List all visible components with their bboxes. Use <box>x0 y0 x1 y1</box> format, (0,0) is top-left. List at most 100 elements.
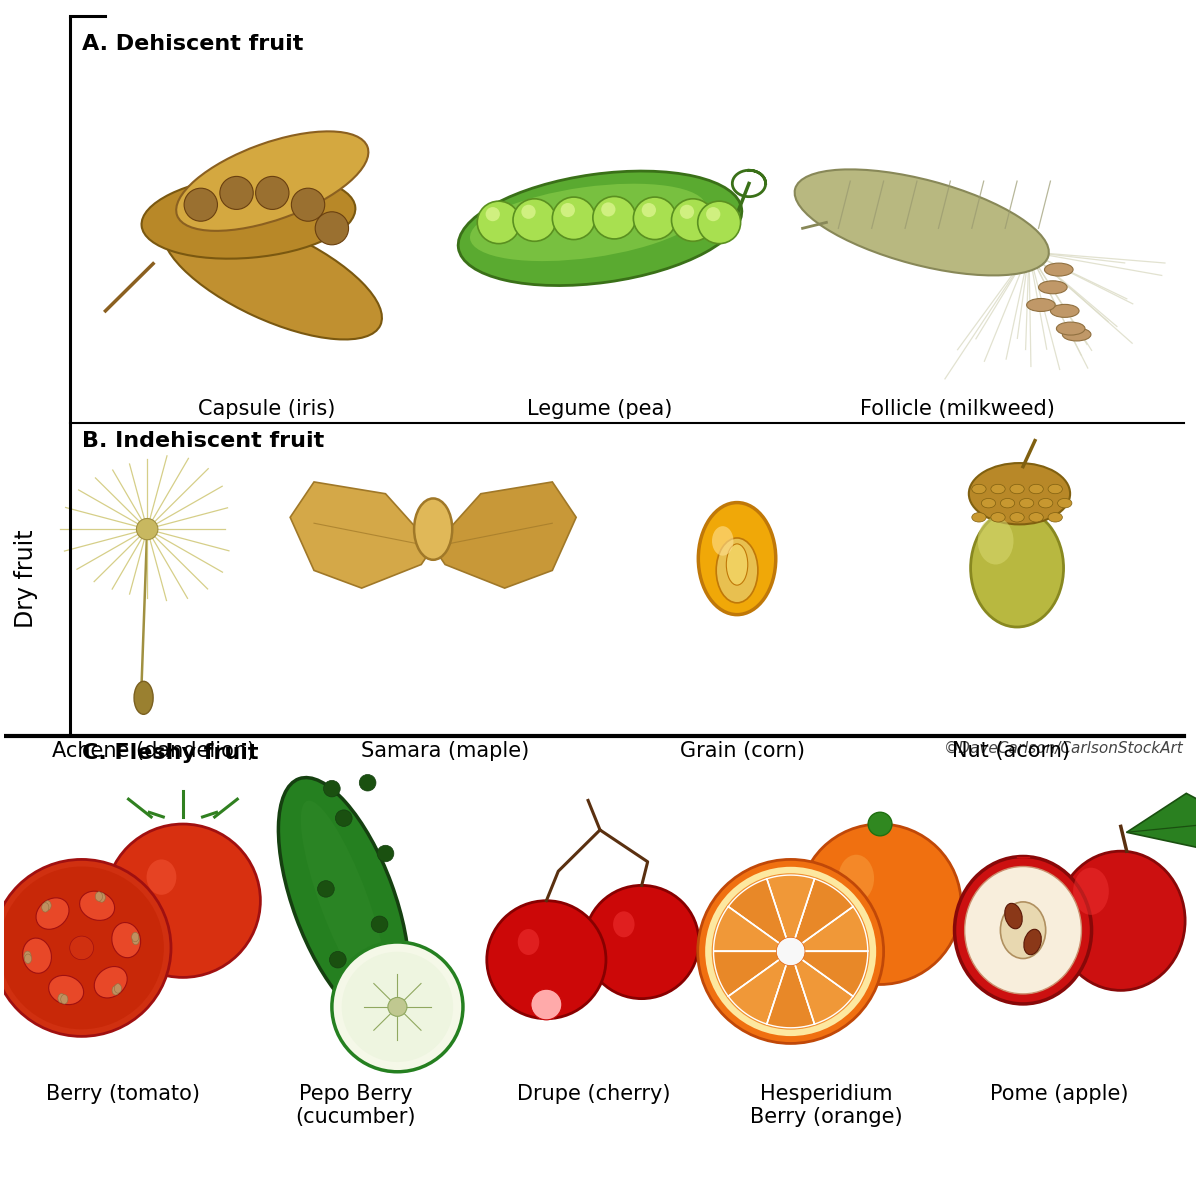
Circle shape <box>799 824 961 985</box>
Text: Legume (pea): Legume (pea) <box>527 399 673 419</box>
Ellipse shape <box>79 891 115 921</box>
Circle shape <box>336 999 352 1015</box>
Text: Drupe (cherry): Drupe (cherry) <box>517 1083 671 1104</box>
Circle shape <box>0 859 172 1036</box>
Circle shape <box>318 880 335 897</box>
Circle shape <box>106 824 260 978</box>
Text: B. Indehiscent fruit: B. Indehiscent fruit <box>82 431 324 451</box>
Ellipse shape <box>972 485 986 494</box>
Ellipse shape <box>112 986 119 996</box>
Ellipse shape <box>971 510 1063 627</box>
Circle shape <box>593 196 636 239</box>
Ellipse shape <box>1057 499 1072 508</box>
Ellipse shape <box>1056 322 1085 335</box>
Ellipse shape <box>1027 298 1055 311</box>
Text: Achene (dandelion): Achene (dandelion) <box>52 741 254 762</box>
Ellipse shape <box>163 211 382 340</box>
Ellipse shape <box>965 866 1081 994</box>
Ellipse shape <box>1004 903 1022 929</box>
Ellipse shape <box>58 993 65 1003</box>
Ellipse shape <box>132 933 139 942</box>
Ellipse shape <box>954 857 1092 1004</box>
Ellipse shape <box>44 901 52 910</box>
Circle shape <box>530 990 562 1019</box>
Text: Follicle (milkweed): Follicle (milkweed) <box>860 399 1055 419</box>
Circle shape <box>706 867 876 1036</box>
Circle shape <box>672 198 714 241</box>
Ellipse shape <box>1038 499 1052 508</box>
Circle shape <box>220 176 253 209</box>
Ellipse shape <box>1024 929 1042 955</box>
Ellipse shape <box>414 499 452 560</box>
Ellipse shape <box>726 544 748 586</box>
Circle shape <box>521 204 535 219</box>
Polygon shape <box>1127 794 1200 847</box>
Ellipse shape <box>470 184 706 261</box>
Circle shape <box>373 975 390 992</box>
Ellipse shape <box>142 175 355 259</box>
Polygon shape <box>714 906 791 952</box>
Ellipse shape <box>1001 902 1045 959</box>
Ellipse shape <box>517 929 539 955</box>
Circle shape <box>0 866 164 1029</box>
Circle shape <box>486 207 500 221</box>
Circle shape <box>697 201 740 244</box>
Circle shape <box>332 942 463 1072</box>
Ellipse shape <box>95 967 127 998</box>
Circle shape <box>478 201 520 244</box>
Polygon shape <box>767 876 815 952</box>
Circle shape <box>184 188 217 221</box>
Ellipse shape <box>112 923 140 958</box>
Ellipse shape <box>278 778 409 1024</box>
Ellipse shape <box>1020 499 1033 508</box>
Circle shape <box>371 916 388 933</box>
Circle shape <box>584 885 698 999</box>
Polygon shape <box>791 952 868 997</box>
Circle shape <box>377 846 394 861</box>
Text: Nut (acorn): Nut (acorn) <box>952 741 1070 762</box>
Circle shape <box>560 203 575 217</box>
Ellipse shape <box>991 512 1006 522</box>
Ellipse shape <box>613 911 635 937</box>
Ellipse shape <box>24 952 31 961</box>
Circle shape <box>336 810 352 827</box>
Ellipse shape <box>978 517 1014 564</box>
Polygon shape <box>714 952 791 997</box>
Ellipse shape <box>982 499 996 508</box>
Ellipse shape <box>991 485 1006 494</box>
Circle shape <box>514 198 556 241</box>
Circle shape <box>634 197 677 240</box>
Polygon shape <box>433 482 576 588</box>
Text: Dry fruit: Dry fruit <box>13 530 37 628</box>
Circle shape <box>487 901 606 1018</box>
Ellipse shape <box>36 898 70 929</box>
Polygon shape <box>728 952 791 1024</box>
Ellipse shape <box>1010 512 1025 522</box>
Polygon shape <box>791 879 853 952</box>
Ellipse shape <box>1073 867 1109 915</box>
Circle shape <box>388 998 407 1016</box>
Text: ©DaveCarlson/CarlsonStockArt: ©DaveCarlson/CarlsonStockArt <box>944 741 1184 757</box>
Text: C. Fleshy fruit: C. Fleshy fruit <box>82 742 258 763</box>
Circle shape <box>642 203 656 217</box>
Ellipse shape <box>794 170 1049 276</box>
Ellipse shape <box>134 681 154 714</box>
Ellipse shape <box>98 893 106 902</box>
Text: Pome (apple): Pome (apple) <box>990 1083 1128 1104</box>
Ellipse shape <box>458 171 742 285</box>
Ellipse shape <box>1038 280 1067 293</box>
Ellipse shape <box>698 503 775 614</box>
Ellipse shape <box>23 939 52 973</box>
Ellipse shape <box>49 975 84 1005</box>
Circle shape <box>70 936 94 960</box>
Ellipse shape <box>1048 512 1062 522</box>
Circle shape <box>776 937 805 966</box>
Ellipse shape <box>716 538 758 602</box>
Ellipse shape <box>1010 485 1025 494</box>
Ellipse shape <box>1062 328 1091 341</box>
Circle shape <box>601 202 616 216</box>
Ellipse shape <box>1048 485 1062 494</box>
Ellipse shape <box>1028 512 1043 522</box>
Text: Berry (tomato): Berry (tomato) <box>47 1083 200 1104</box>
Ellipse shape <box>114 984 121 993</box>
